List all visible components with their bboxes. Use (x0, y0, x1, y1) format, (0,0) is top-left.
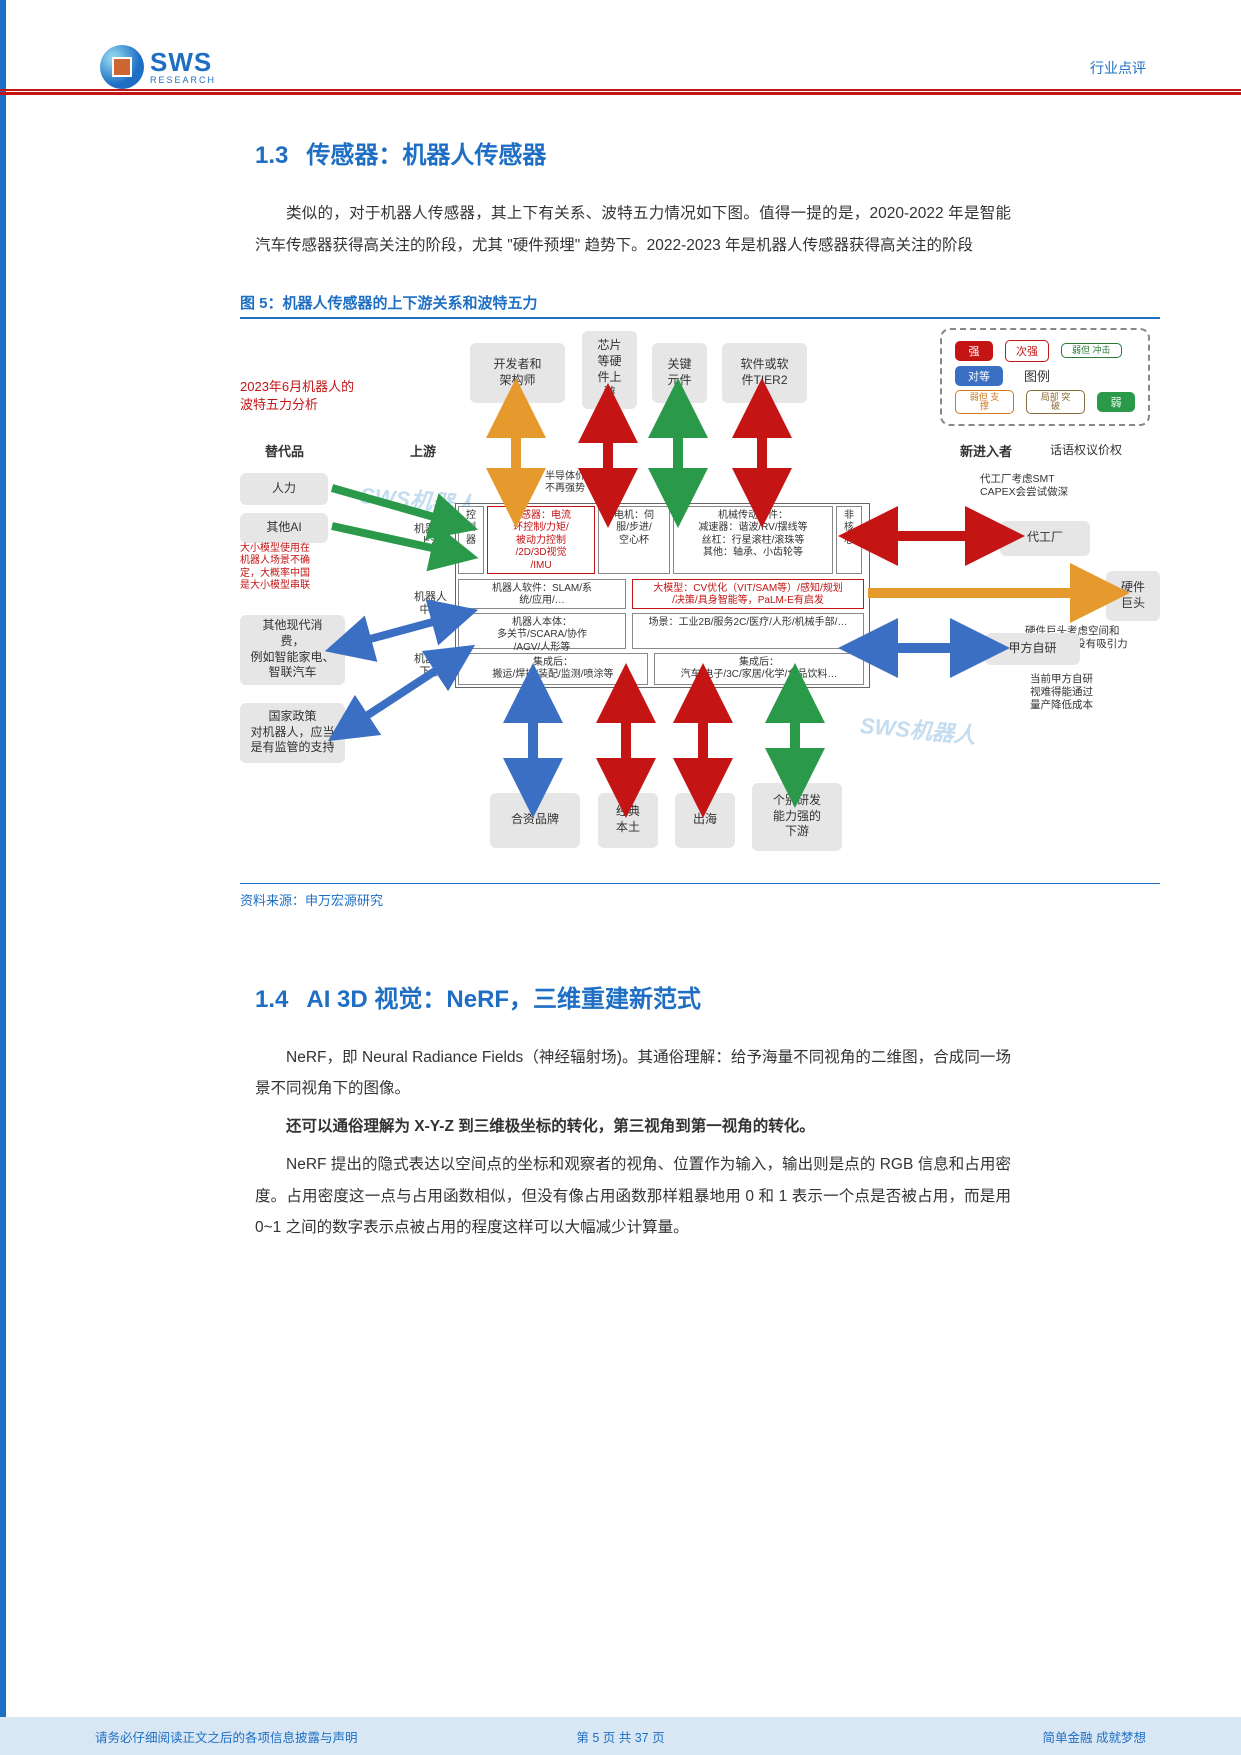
center-r1-2: 电机：伺服/步进/空心杯 (598, 506, 670, 574)
footer-center: 第 5 页 共 37 页 (576, 1727, 664, 1746)
logo-sub: RESEARCH (150, 75, 216, 85)
box-hwgiant: 硬件巨头 (1106, 571, 1160, 621)
diagram-analysis-label: 2023年6月机器人的波特五力分析 (240, 378, 400, 414)
box-otherai: 其他AI (240, 513, 328, 543)
box-classic: 经典本土 (598, 793, 658, 848)
center-r4-0: 集成后：搬运/焊接/装配/监测/喷涂等 (458, 653, 648, 685)
box-dev: 开发者和架构师 (470, 343, 565, 403)
box-chip: 芯片等硬件上游 (582, 331, 637, 409)
header-category: 行业点评 (1090, 58, 1146, 78)
note-otherai_note: 大小模型使用在机器人场景不确定，大概率中国是大小模型串联 (240, 543, 340, 593)
rowlabel-1: 机器人中游 (408, 591, 453, 617)
center-r3-1: 场景：工业2B/服务2C/医疗/人形/机械手部/… (632, 613, 864, 649)
label-bargain: 话语权议价权 (1050, 441, 1122, 458)
legend-box: 强 次强 弱但 冲击 对等 图例 弱但 支撑 局部 突破 弱 (940, 328, 1150, 426)
rowlabel-0: 机器人上游 (408, 523, 453, 549)
box-foundry: 代工厂 (1000, 521, 1090, 556)
logo-text-block: SWS RESEARCH (150, 49, 216, 85)
center-r2-1: 大模型：CV优化（VIT/SAM等）/感知/规划/决策/具身智能等，PaLM-E… (632, 579, 864, 609)
section-1-4-para2: 还可以通俗理解为 X-Y-Z 到三维极坐标的转化，第三视角到第一视角的转化。 (255, 1111, 1011, 1143)
section-1-3-num: 1.3 (255, 142, 288, 169)
footer-left: 请务必仔细阅读正文之后的各项信息披露与声明 (95, 1727, 358, 1746)
section-1-3-para1: 类似的，对于机器人传感器，其上下有关系、波特五力情况如下图。值得一提的是，202… (255, 198, 1011, 262)
box-key: 关键元件 (652, 343, 707, 403)
box-self: 甲方自研 (985, 633, 1080, 665)
label-substitute: 替代品 (265, 441, 304, 460)
left-blue-bar (0, 0, 6, 1755)
note-semiconductor: 半导体价格不再强势 (545, 471, 595, 495)
center-r1-4: 非核心 (836, 506, 862, 574)
box-jv: 合资品牌 (490, 793, 580, 848)
center-r3-0: 机器人本体：多关节/SCARA/协作/AGV/人形等 (458, 613, 626, 649)
note-self_note: 当前甲方自研视难得能通过量产降低成本 (1030, 673, 1150, 712)
section-1-4-text: AI 3D 视觉：NeRF，三维重建新范式 (306, 986, 701, 1013)
footer-right: 简单金融 成就梦想 (1043, 1727, 1146, 1746)
figure-5-source: 资料来源：申万宏源研究 (240, 883, 1160, 909)
note-foundry_note: 代工厂考虑SMTCAPEX会尝试做深 (980, 473, 1130, 499)
box-sw: 软件或软件TIER2 (722, 343, 807, 403)
label-newentrant: 新进入者 (960, 441, 1012, 460)
header-red-rule (0, 89, 1241, 95)
brand-logo: SWS RESEARCH (100, 45, 216, 89)
section-1-4-para3: NeRF 提出的隐式表达以空间点的坐标和观察者的视角、位置作为输入，输出则是点的… (255, 1149, 1011, 1244)
center-r1-3: 机械传动部件：减速器：谐波/RV/摆线等丝杠：行星滚柱/滚珠等其他：轴承、小齿轮… (673, 506, 833, 574)
section-1-3-title: 1.3 传感器：机器人传感器 (255, 135, 1011, 170)
center-r1-0: 控制器 (458, 506, 484, 574)
box-policy: 国家政策对机器人，应当是有监管的支持 (240, 703, 345, 763)
page-header: SWS RESEARCH 行业点评 (0, 0, 1241, 95)
watermark-2: SWS机器人 (859, 708, 977, 750)
page-footer: 请务必仔细阅读正文之后的各项信息披露与声明 第 5 页 共 37 页 简单金融 … (0, 1717, 1241, 1755)
center-r2-0: 机器人软件：SLAM/系统/应用/… (458, 579, 626, 609)
section-1-4-para1: NeRF，即 Neural Radiance Fields（神经辐射场)。其通俗… (255, 1042, 1011, 1106)
box-oversea: 出海 (675, 793, 735, 848)
section-1-4-title: 1.4 AI 3D 视觉：NeRF，三维重建新范式 (255, 979, 1011, 1014)
label-upstream: 上游 (410, 441, 436, 460)
box-rdstrong: 个别研发能力强的下游 (752, 783, 842, 851)
figure-5-diagram: 2023年6月机器人的波特五力分析替代品上游新进入者话语权议价权SWS机器人SW… (240, 323, 1160, 883)
logo-main: SWS (150, 49, 216, 75)
page: SWS RESEARCH 行业点评 1.3 传感器：机器人传感器 类似的，对于机器… (0, 0, 1241, 1755)
section-1-4-num: 1.4 (255, 986, 288, 1013)
box-human: 人力 (240, 473, 328, 505)
section-1-3-text: 传感器：机器人传感器 (306, 142, 546, 169)
figure-5-caption: 图 5：机器人传感器的上下游关系和波特五力 (240, 292, 1160, 319)
center-r1-1: 传感器：电流环控制/力矩/被动力控制/2D/3D视觉/IMU (487, 506, 595, 574)
center-r4-1: 集成后：汽车/电子/3C/家居/化学/食品饮料… (654, 653, 864, 685)
rowlabel-2: 机器人下游 (408, 653, 453, 679)
content-area: 1.3 传感器：机器人传感器 类似的，对于机器人传感器，其上下有关系、波特五力情况… (0, 95, 1241, 1244)
logo-icon (100, 45, 144, 89)
box-cons: 其他现代消费，例如智能家电、智联汽车 (240, 615, 345, 685)
